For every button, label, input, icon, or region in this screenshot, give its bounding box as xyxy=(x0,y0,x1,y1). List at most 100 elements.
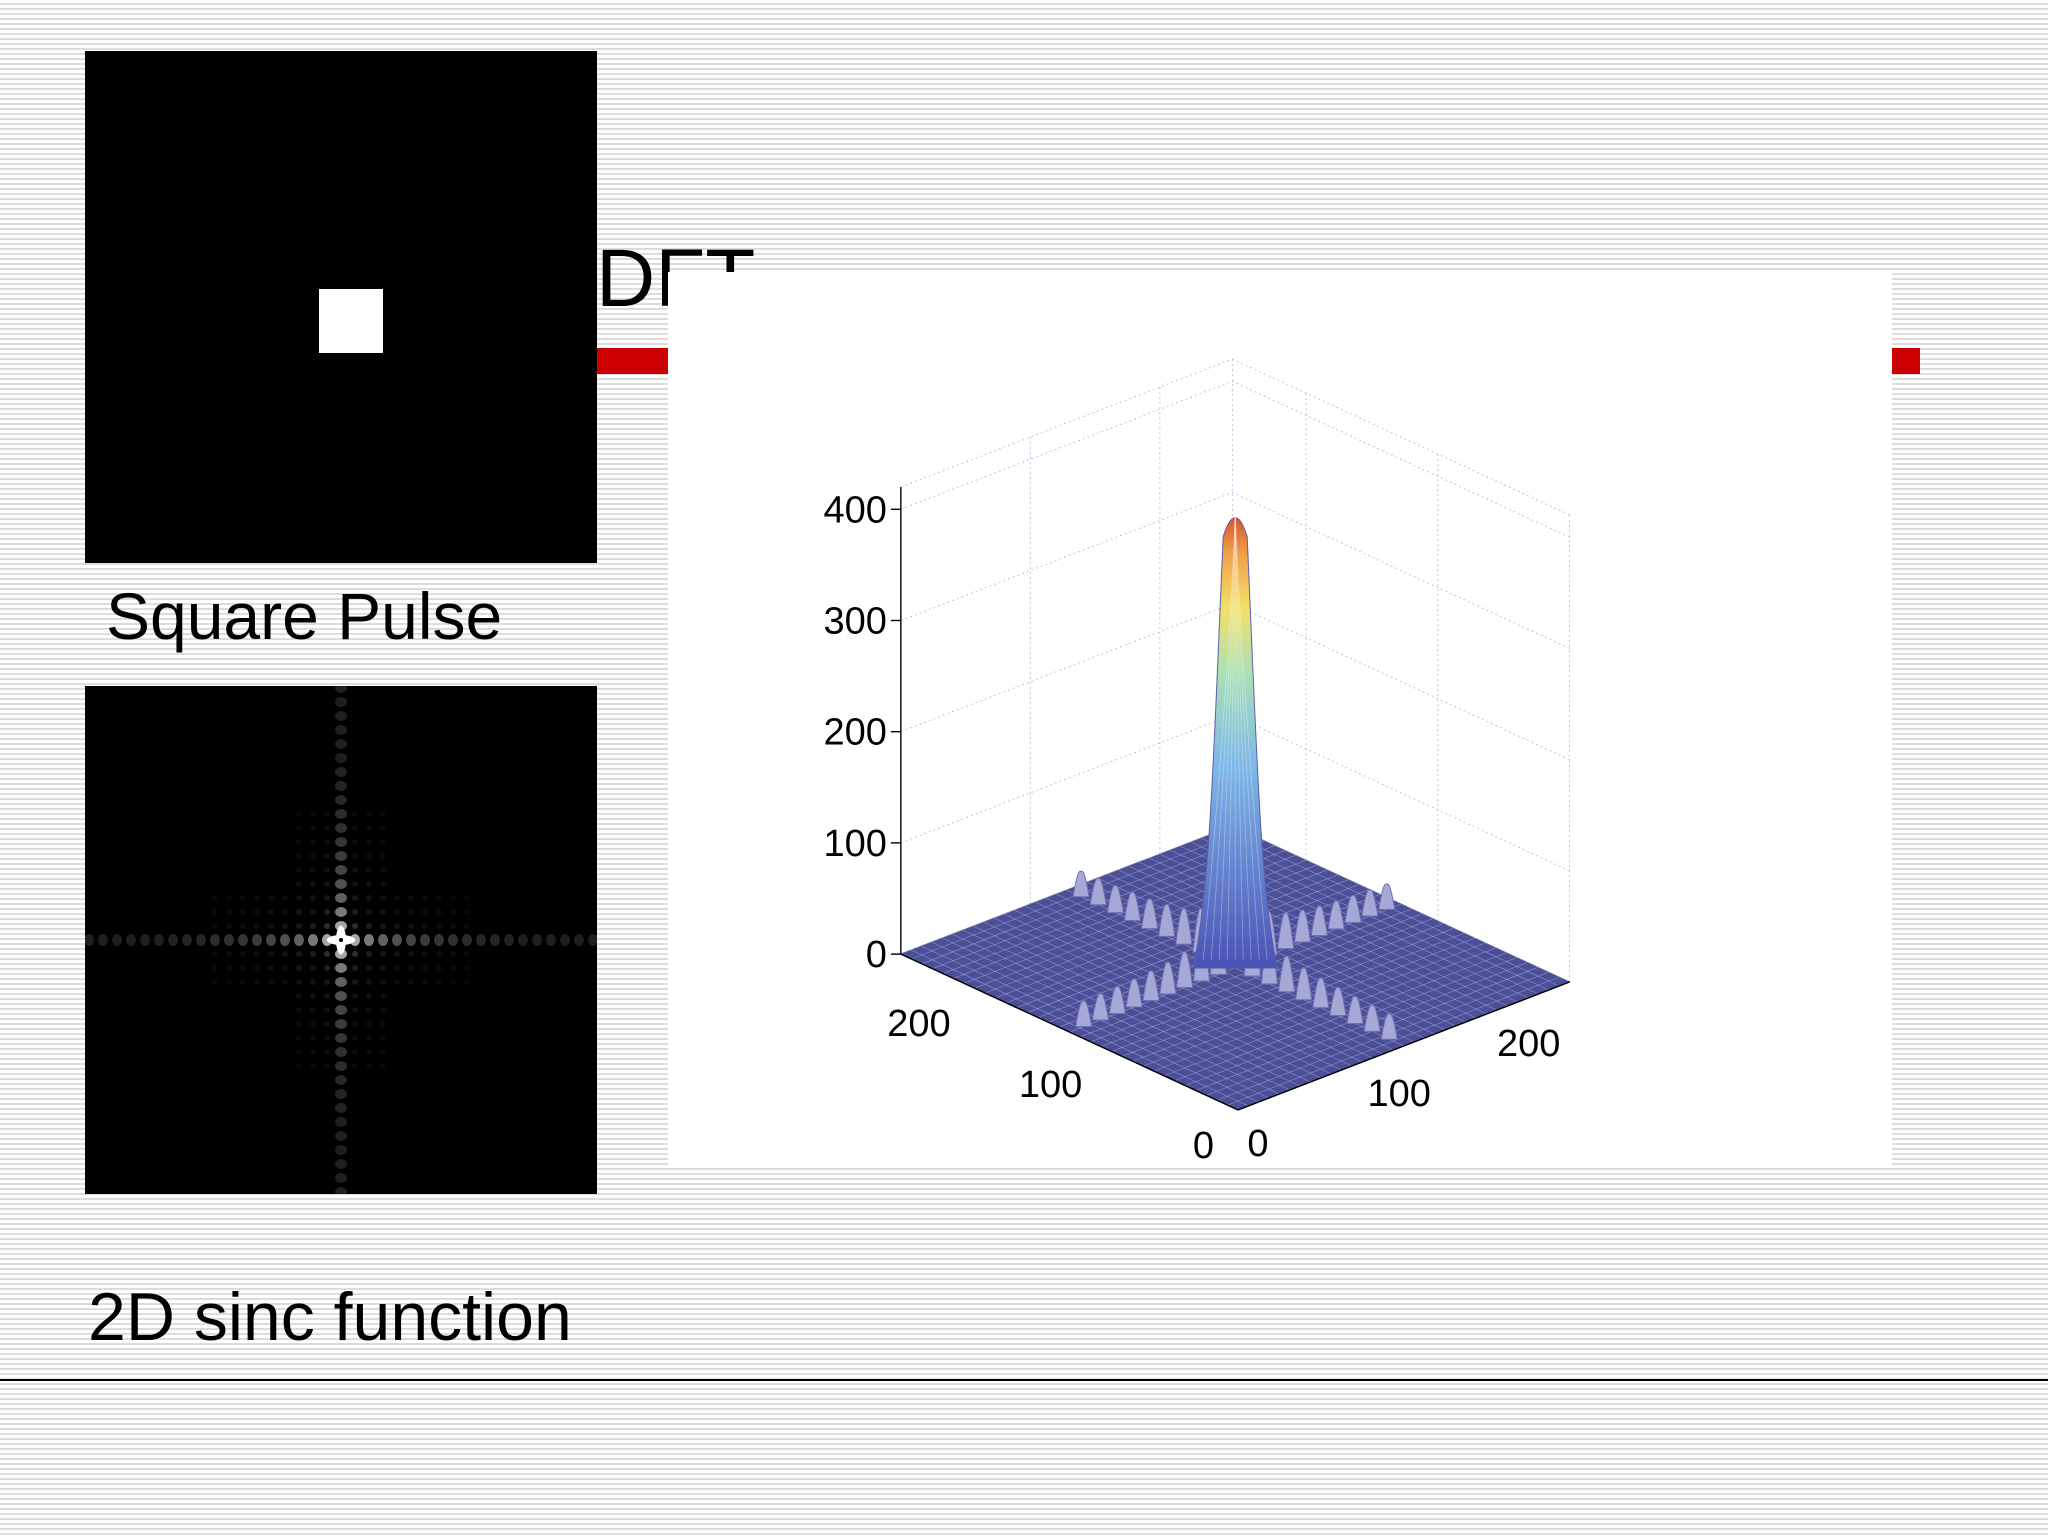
sinc-spot-h xyxy=(448,934,458,946)
sinc-spot-h xyxy=(210,934,220,946)
sinc-minor-spot xyxy=(380,1021,386,1027)
sinc-minor-spot xyxy=(324,951,330,957)
sinc-minor-spot xyxy=(324,895,330,901)
sinc-spot-v xyxy=(335,1089,347,1099)
sinc-minor-spot xyxy=(282,923,288,929)
sinc-minor-spot xyxy=(352,811,358,817)
sinc-minor-spot xyxy=(282,979,288,985)
sinc-spot-h xyxy=(294,934,304,946)
sinc-minor-spot xyxy=(366,867,372,873)
sinc-minor-spot xyxy=(296,1049,302,1055)
sinc-minor-spot xyxy=(226,951,232,957)
grid-z-line xyxy=(900,380,1570,538)
sinc-minor-spot xyxy=(254,923,260,929)
sinc-minor-spot xyxy=(366,811,372,817)
sinc-minor-spot xyxy=(380,909,386,915)
sinc-minor-spot xyxy=(310,951,316,957)
ridge-lobe xyxy=(1091,993,1110,1021)
square-pulse-image xyxy=(85,51,597,563)
sinc-minor-spot xyxy=(212,909,218,915)
sinc-spot-v xyxy=(335,1005,347,1015)
sinc-minor-spot xyxy=(380,965,386,971)
peak-stripe xyxy=(1234,514,1252,961)
sinc-minor-spot xyxy=(282,895,288,901)
sinc-minor-spot xyxy=(352,923,358,929)
sinc-minor-spot xyxy=(268,965,274,971)
sinc-minor-spot xyxy=(352,909,358,915)
sinc-minor-spot xyxy=(324,909,330,915)
sinc-minor-spot xyxy=(464,923,470,929)
sinc-minor-spot xyxy=(310,923,316,929)
sinc-minor-spot xyxy=(296,979,302,985)
x-tick-label: 100 xyxy=(1368,1073,1431,1115)
sinc-minor-spot xyxy=(394,895,400,901)
sinc-minor-spot xyxy=(254,951,260,957)
y-tick-label: 0 xyxy=(1193,1125,1214,1167)
surface-peak xyxy=(1192,517,1278,969)
sinc-minor-spot xyxy=(436,965,442,971)
sinc-minor-spot xyxy=(296,909,302,915)
ridge-lobe xyxy=(1106,884,1124,914)
sinc-spot-v xyxy=(335,781,347,791)
sinc-minor-spot xyxy=(296,993,302,999)
mesh-line xyxy=(1006,874,1338,1004)
sinc-minor-spot xyxy=(422,951,428,957)
sinc-minor-spot xyxy=(254,895,260,901)
sinc-minor-spot xyxy=(310,993,316,999)
sinc-minor-spot xyxy=(352,979,358,985)
sinc-minor-spot xyxy=(394,923,400,929)
sinc-spot-v xyxy=(335,1117,347,1127)
sinc-minor-spot xyxy=(240,979,246,985)
sinc-minor-spot xyxy=(240,909,246,915)
sinc-spot-h xyxy=(588,934,597,946)
sinc-minor-spot xyxy=(380,811,386,817)
sinc-minor-spot xyxy=(380,951,386,957)
sinc-minor-spot xyxy=(380,853,386,859)
sinc-minor-spot xyxy=(380,867,386,873)
sinc-minor-spot xyxy=(380,1049,386,1055)
ridge-lobe xyxy=(1159,961,1177,995)
sinc-spot-h xyxy=(196,934,206,946)
sinc-minor-spot xyxy=(296,1021,302,1027)
sinc-spot-v xyxy=(335,767,347,777)
peak-stripe xyxy=(1234,514,1268,961)
sinc-spot-h xyxy=(462,934,472,946)
sinc-spot-h xyxy=(266,934,276,946)
ridge-lobe xyxy=(1327,900,1345,930)
sinc-minor-spot xyxy=(310,881,316,887)
sinc-minor-spot xyxy=(310,979,316,985)
x-tick-label: 0 xyxy=(1247,1123,1268,1165)
ridge-lobe xyxy=(1361,889,1379,917)
sinc-minor-spot xyxy=(450,951,456,957)
peak-stripes xyxy=(1202,514,1268,961)
sinc-spot-v xyxy=(335,711,347,721)
sinc-minor-spot xyxy=(352,881,358,887)
sinc-spot-h xyxy=(238,934,248,946)
sinc-minor-spot xyxy=(240,895,246,901)
sinc-spot-v xyxy=(335,907,347,917)
sinc-minor-spot xyxy=(352,1035,358,1041)
sinc-minor-spot xyxy=(450,979,456,985)
mesh-line xyxy=(1211,833,1549,991)
sinc-minor-spot xyxy=(310,909,316,915)
sinc-spot-h xyxy=(364,934,374,946)
sinc-minor-spot xyxy=(296,881,302,887)
x-axis xyxy=(1237,981,1570,1111)
sinc-minor-spot xyxy=(310,853,316,859)
sinc-minor-spot xyxy=(324,811,330,817)
sinc-spot-v xyxy=(335,963,347,973)
sinc-spot-v xyxy=(335,1075,347,1085)
z-tick-label: 0 xyxy=(866,934,887,976)
z-tick-label: 400 xyxy=(823,489,886,531)
sinc-minor-spot xyxy=(380,895,386,901)
sinc-minor-spot xyxy=(464,979,470,985)
sinc-spot-h xyxy=(224,934,234,946)
ridge-lobe xyxy=(1310,905,1328,937)
sinc-spot-v xyxy=(335,697,347,707)
sinc-minor-spot xyxy=(240,965,246,971)
sinc-minor-spot xyxy=(268,895,274,901)
sinc-minor-spot xyxy=(226,923,232,929)
sinc-minor-spot xyxy=(352,1007,358,1013)
sinc-spots xyxy=(85,686,597,1194)
